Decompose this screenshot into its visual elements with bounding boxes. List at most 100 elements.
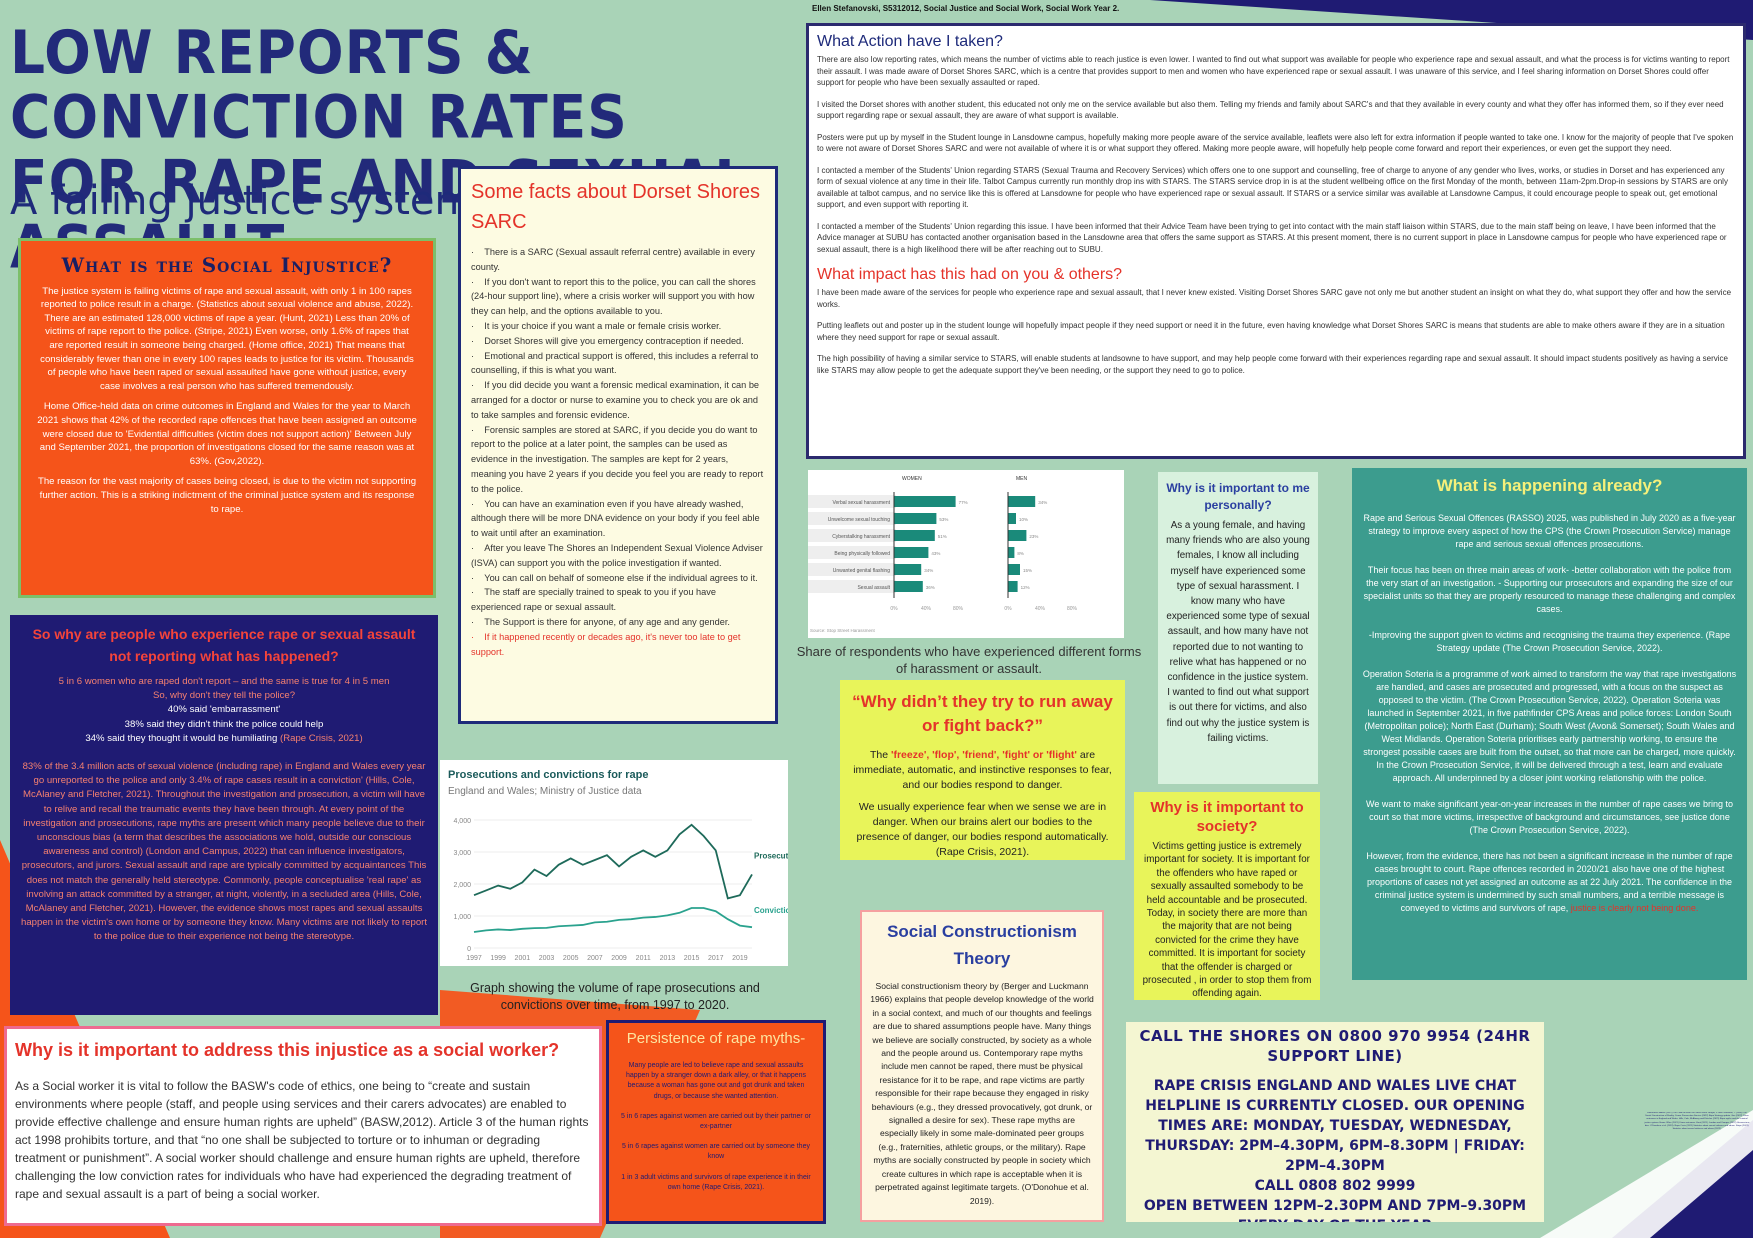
panel-heading: What is happening already? bbox=[1436, 476, 1663, 495]
x-tick-label: 1999 bbox=[490, 955, 506, 962]
rape-crisis-number: CALL 0808 802 9999 bbox=[1254, 1178, 1416, 1194]
data-label: 34% bbox=[924, 568, 933, 573]
poster-title: LOW REPORTS & CONVICTION RATES FOR RAPE … bbox=[10, 20, 800, 279]
series-label: WOMEN bbox=[902, 476, 922, 482]
paragraph: As a young female, and having many frien… bbox=[1166, 520, 1310, 744]
fact-item: Dorset Shores will give you emergency co… bbox=[471, 334, 765, 349]
paragraph: I contacted a member of the Students' Un… bbox=[817, 165, 1728, 210]
y-tick-label: 4,000 bbox=[453, 818, 471, 825]
x-tick-label: 2015 bbox=[684, 955, 700, 962]
paragraph: 5 in 6 rapes against women are carried o… bbox=[622, 1143, 810, 1161]
series-label: Prosecution bbox=[754, 851, 788, 860]
fact-item: There is a SARC (Sexual assault referral… bbox=[471, 245, 765, 275]
x-tick-label: 2011 bbox=[636, 955, 651, 962]
fact-item: Forensic samples are stored at SARC, if … bbox=[471, 423, 765, 497]
fact-item: The Support is there for anyone, of any … bbox=[471, 615, 765, 630]
row-band bbox=[808, 495, 896, 508]
data-label: 43% bbox=[931, 551, 940, 556]
fact-item: After you leave The Shores an Independen… bbox=[471, 541, 765, 571]
paragraph: I contacted a member of the Students' Un… bbox=[817, 221, 1727, 254]
category-label: Unwelcome sexual touching bbox=[828, 517, 890, 523]
data-label: 8% bbox=[1017, 551, 1024, 556]
panel-heading: Why is it important to me personally? bbox=[1166, 481, 1310, 512]
personal-importance-panel: Why is it important to me personally? As… bbox=[1158, 472, 1318, 784]
heading-line: Theory bbox=[953, 949, 1011, 968]
line-chart-svg: Prosecutions and convictions for rape Eng… bbox=[448, 769, 788, 962]
stat-line: 38% said they didn't think the police co… bbox=[124, 718, 324, 730]
y-tick-label: 2,000 bbox=[453, 882, 471, 889]
series-label: Conviction bbox=[754, 906, 788, 915]
x-tick-label: 2009 bbox=[611, 955, 627, 962]
tick-label: 40% bbox=[921, 606, 932, 612]
dorset-facts-panel: Some facts about Dorset Shores SARC Ther… bbox=[458, 166, 778, 724]
paragraph: Social constructionism theory by (Berger… bbox=[870, 981, 1094, 1206]
series-line bbox=[473, 907, 753, 933]
row-band bbox=[808, 512, 896, 525]
panel-heading: So why are people who experience rape or… bbox=[32, 626, 416, 664]
fact-item: It is your choice if you want a male or … bbox=[471, 319, 765, 334]
data-label: 53% bbox=[939, 517, 948, 522]
bar bbox=[1008, 496, 1036, 507]
data-label: 15% bbox=[1023, 568, 1032, 573]
data-label: 23% bbox=[1029, 534, 1038, 539]
paragraph: The high possibility of having a similar… bbox=[817, 354, 1729, 375]
panel-heading: “Why didn’t they try to run away or figh… bbox=[852, 692, 1113, 735]
stat-line: 34% said they thought it would be humili… bbox=[20, 732, 428, 746]
data-label: 12% bbox=[1021, 585, 1030, 590]
action-panel: What Action have I taken? There are also… bbox=[806, 23, 1746, 459]
x-tick-label: 2017 bbox=[708, 955, 724, 962]
bar bbox=[894, 564, 922, 575]
tick-label: 80% bbox=[1067, 606, 1078, 612]
chart-title: Prosecutions and convictions for rape bbox=[448, 769, 649, 781]
stat-line: 40% said 'embarrassment' bbox=[167, 704, 281, 716]
row-band bbox=[808, 529, 896, 542]
fact-item: Emotional and practical support is offer… bbox=[471, 349, 765, 379]
fact-item: You can call on behalf of someone else i… bbox=[471, 571, 765, 586]
data-label: 36% bbox=[926, 585, 935, 590]
bar bbox=[894, 530, 935, 541]
text: The bbox=[869, 749, 891, 761]
chart-subtitle: England and Wales; Ministry of Justice d… bbox=[448, 786, 642, 797]
bar-chart-caption: Share of respondents who have experience… bbox=[796, 644, 1142, 676]
x-tick-label: 2007 bbox=[587, 955, 603, 962]
emphasis: justice is clearly not being done. bbox=[1568, 903, 1699, 913]
row-band bbox=[808, 546, 896, 559]
paragraph: We want to make significant year-on-year… bbox=[1365, 799, 1733, 835]
tick-label: 0% bbox=[1004, 606, 1012, 612]
bar bbox=[1008, 564, 1020, 575]
paragraph: I have been made aware of the services f… bbox=[817, 288, 1732, 309]
panel-heading: Why is it important to address this inju… bbox=[15, 1040, 560, 1060]
category-label: Sexual assault bbox=[857, 585, 890, 591]
row-band bbox=[808, 580, 896, 593]
fact-item: The staff are specially trained to speak… bbox=[471, 585, 765, 615]
bar bbox=[1008, 513, 1016, 524]
x-tick-label: 2013 bbox=[660, 955, 676, 962]
tick-label: 40% bbox=[1035, 606, 1046, 612]
series-label: MEN bbox=[1016, 476, 1028, 482]
tick-label: 80% bbox=[953, 606, 964, 612]
rape-crisis-open-times: OPEN BETWEEN 12PM–2.30PM AND 7PM–9.30PM … bbox=[1143, 1198, 1527, 1222]
series-line bbox=[473, 823, 753, 900]
paragraph: We usually experience fear when we sense… bbox=[856, 801, 1109, 858]
citation: (Rape Crisis, 2021) bbox=[277, 732, 363, 744]
paragraph: Operation Soteria is a programme of work… bbox=[1362, 669, 1737, 783]
poster-subtitle: A failing justice system. bbox=[10, 178, 487, 224]
panel-heading: Social Constructionism Theory bbox=[870, 918, 1094, 972]
chart-source: Source: Stop Street Harassment bbox=[810, 628, 876, 633]
bar bbox=[894, 547, 929, 558]
paragraph: Rape and Serious Sexual Offences (RASSO)… bbox=[1363, 513, 1736, 549]
panel-heading: Some facts about Dorset Shores SARC bbox=[471, 181, 761, 233]
paragraph: Victims getting justice is extremely imp… bbox=[1142, 841, 1312, 1000]
paragraph: I visited the Dorset shores with another… bbox=[817, 99, 1724, 121]
bar bbox=[894, 513, 937, 524]
happening-already-panel: What is happening already? Rape and Seri… bbox=[1352, 468, 1747, 980]
data-label: 10% bbox=[1019, 517, 1028, 522]
row-band bbox=[808, 563, 896, 576]
x-tick-label: 2003 bbox=[539, 955, 555, 962]
author-info: Ellen Stefanovski, S5312012, Social Just… bbox=[812, 4, 1120, 13]
title-line-1: LOW REPORTS & CONVICTION RATES bbox=[10, 17, 628, 152]
line-chart-caption: Graph showing the volume of rape prosecu… bbox=[470, 981, 760, 1012]
paragraph: The justice system is failing victims of… bbox=[40, 285, 414, 392]
heading-line: Social Constructionism bbox=[887, 922, 1077, 941]
fact-item-highlight: If it happened recently or decades ago, … bbox=[471, 630, 765, 660]
